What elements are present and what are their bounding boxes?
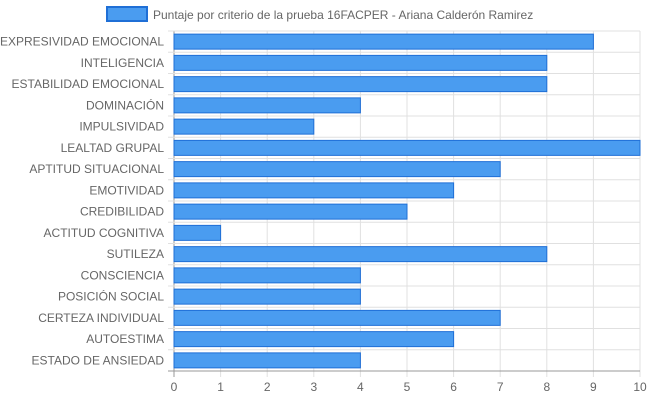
bar[interactable]: [173, 118, 315, 135]
bar[interactable]: [173, 54, 548, 71]
x-tick-label: 4: [357, 380, 364, 394]
category-labels: EXPRESIVIDAD EMOCIONAL INTELIGENCIA ESTABI…: [0, 35, 164, 368]
category-label: INTELIGENCIA: [81, 56, 164, 70]
category-label: ACTITUD COGNITIVA: [44, 226, 164, 240]
category-label: APTITUD SITUACIONAL: [29, 162, 164, 176]
x-tick-label: 2: [264, 380, 271, 394]
bar[interactable]: [173, 309, 501, 326]
category-label: CREDIBILIDAD: [80, 205, 164, 219]
bar[interactable]: [173, 224, 222, 241]
x-tick-label: 1: [217, 380, 224, 394]
category-label: IMPULSIVIDAD: [79, 120, 164, 134]
bar[interactable]: [173, 246, 548, 263]
bar[interactable]: [173, 352, 361, 369]
bar[interactable]: [173, 97, 361, 114]
bar[interactable]: [173, 331, 455, 348]
category-label: CONSCIENCIA: [81, 268, 164, 282]
bar[interactable]: [173, 182, 455, 199]
category-label: DOMINACIÓN: [86, 97, 164, 112]
x-tick-label: 8: [543, 380, 550, 394]
bar[interactable]: [173, 267, 361, 284]
x-tick-labels: 0 1 2 3 4 5 6 7 8 9 10: [171, 380, 647, 394]
legend[interactable]: Puntaje por criterio de la prueba 16FACP…: [106, 6, 533, 22]
category-label: ESTADO DE ANSIEDAD: [32, 353, 165, 367]
bar[interactable]: [173, 76, 548, 93]
x-tick-label: 0: [171, 380, 178, 394]
bar[interactable]: [173, 139, 641, 156]
category-label: POSICIÓN SOCIAL: [58, 289, 164, 304]
category-label: EXPRESIVIDAD EMOCIONAL: [0, 35, 164, 49]
x-tick-label: 9: [590, 380, 597, 394]
x-tick-label: 3: [310, 380, 317, 394]
category-label: EMOTIVIDAD: [89, 183, 164, 197]
x-tick-label: 5: [404, 380, 411, 394]
legend-label: Puntaje por criterio de la prueba 16FACP…: [153, 8, 533, 22]
bars: [173, 33, 641, 369]
x-tick-label: 7: [497, 380, 504, 394]
category-label: CERTEZA INDIVIDUAL: [38, 311, 164, 325]
category-label: SUTILEZA: [107, 247, 164, 261]
x-tick-label: 10: [633, 380, 647, 394]
bar[interactable]: [173, 33, 594, 50]
category-label: LEALTAD GRUPAL: [61, 141, 165, 155]
x-tick-label: 6: [450, 380, 457, 394]
bar[interactable]: [173, 161, 501, 178]
bar[interactable]: [173, 288, 361, 305]
bar[interactable]: [173, 203, 408, 220]
category-label: AUTOESTIMA: [86, 332, 164, 346]
legend-swatch: [106, 6, 148, 22]
category-label: ESTABILIDAD EMOCIONAL: [12, 77, 165, 91]
